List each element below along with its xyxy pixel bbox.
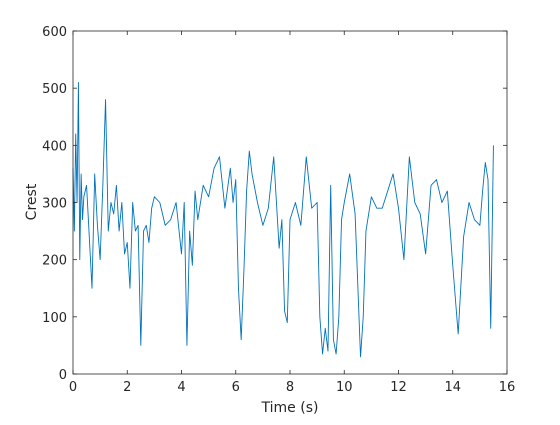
series-line — [72, 81, 494, 358]
x-tick-label: 12 — [390, 380, 407, 395]
x-tick-label: 10 — [336, 380, 353, 395]
y-tick-label: 400 — [42, 139, 67, 154]
x-tick-label: 0 — [69, 380, 77, 395]
y-tick-label: 0 — [59, 368, 67, 383]
y-axis-label: Crest — [24, 183, 40, 220]
y-tick-label: 500 — [42, 82, 67, 97]
y-tick-label: 100 — [42, 311, 67, 326]
plot-area — [73, 31, 507, 374]
x-tick-label: 8 — [286, 380, 294, 395]
x-tick-label: 4 — [177, 380, 185, 395]
y-tick-label: 600 — [42, 25, 67, 40]
x-tick-label: 16 — [499, 380, 516, 395]
x-tick-label: 14 — [444, 380, 461, 395]
series-layer — [72, 81, 494, 358]
y-tick-label: 300 — [42, 197, 67, 212]
y-tick-label: 200 — [42, 254, 67, 269]
x-tick-label: 2 — [123, 380, 131, 395]
x-axis-label: Time (s) — [261, 400, 319, 416]
tick-layer: 0 2 4 6 8 10 12 14 16 0 100 200 300 400 500 600 — [42, 25, 515, 395]
x-tick-label: 6 — [232, 380, 240, 395]
